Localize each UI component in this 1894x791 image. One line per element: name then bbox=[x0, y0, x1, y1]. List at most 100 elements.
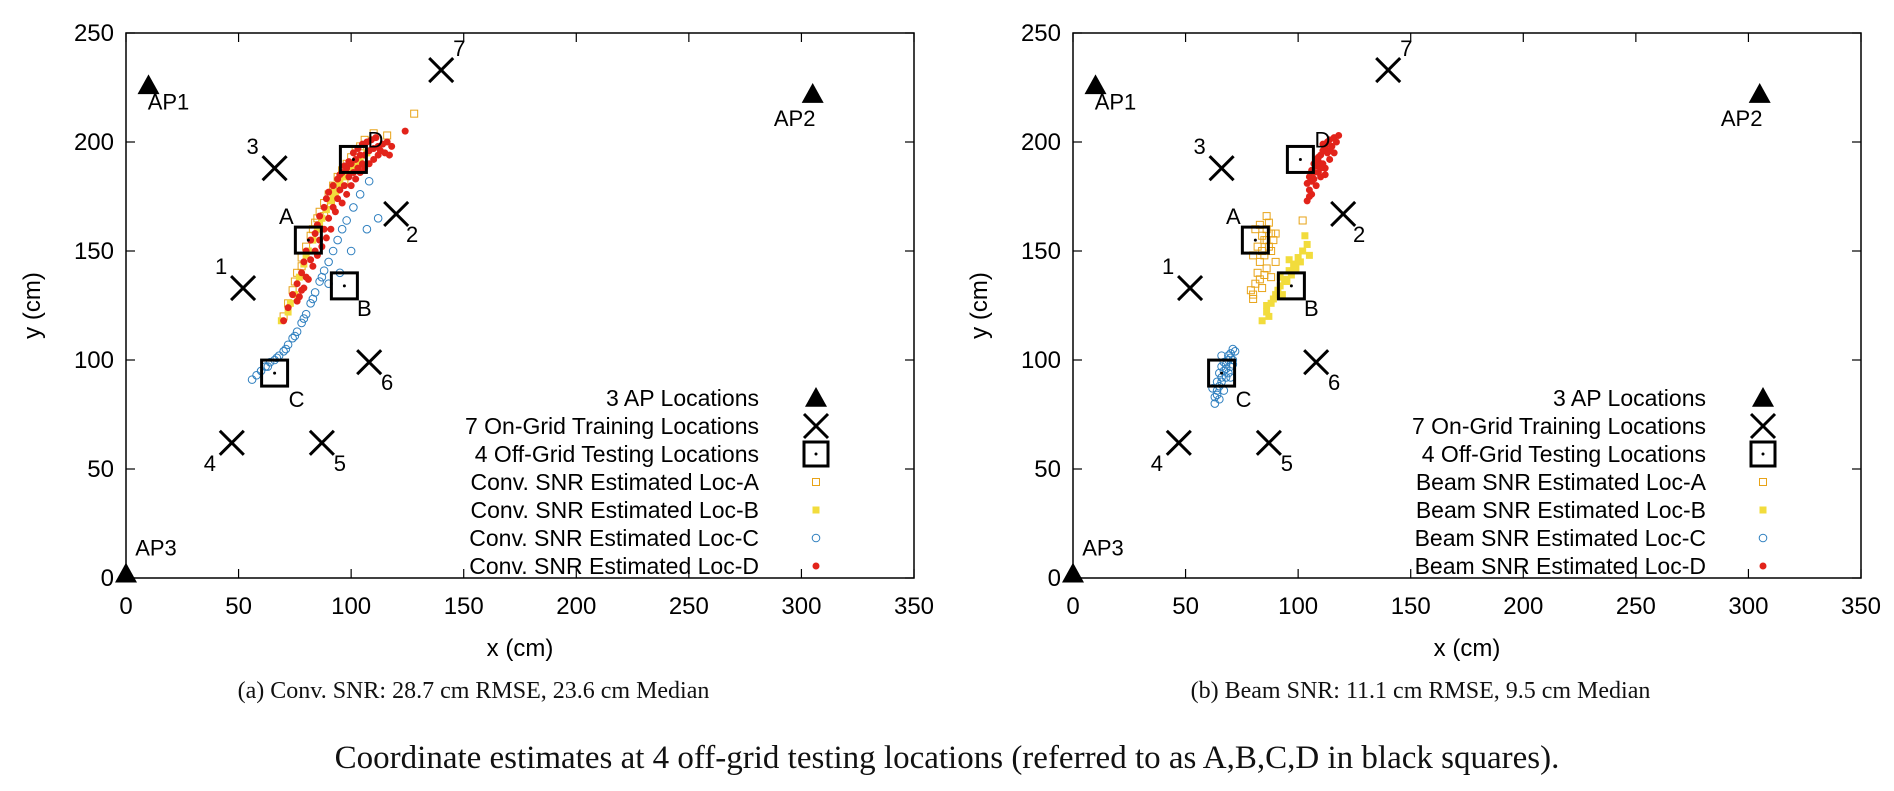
estimate-point-loc-d bbox=[1305, 193, 1313, 200]
estimate-point-loc-c bbox=[274, 351, 284, 360]
estimate-point-loc-d bbox=[1312, 182, 1320, 190]
training-marker bbox=[383, 200, 410, 228]
estimate-point-loc-c bbox=[290, 331, 300, 341]
legend-label: 4 Off-Grid Testing Locations bbox=[475, 441, 759, 467]
estimate-point-loc-d bbox=[1326, 147, 1334, 155]
estimate-point-loc-d bbox=[307, 256, 315, 264]
legend-testing-marker bbox=[1749, 440, 1777, 468]
estimate-point-loc-b bbox=[1296, 258, 1304, 266]
scatter-chart-b: 0 50 100 150 200 250 300 350 0 50 100 150 200 250 x (c… bbox=[966, 20, 1881, 662]
estimate-point-loc-b bbox=[1292, 264, 1300, 272]
estimate-point-loc-a bbox=[1258, 284, 1267, 293]
estimate-point-loc-b bbox=[1301, 232, 1309, 240]
estimate-point-loc-d bbox=[300, 284, 308, 292]
testing-label: C bbox=[1236, 387, 1252, 412]
estimate-point-loc-b bbox=[354, 160, 362, 168]
estimate-point-loc-d bbox=[1303, 179, 1311, 187]
estimate-point-loc-a bbox=[1258, 231, 1267, 240]
legend-label: Beam SNR Estimated Loc-B bbox=[1416, 497, 1706, 523]
testing-label: B bbox=[357, 296, 372, 321]
ap-marker bbox=[137, 74, 160, 95]
estimate-point-loc-a bbox=[1253, 268, 1262, 277]
testing-marker bbox=[1276, 271, 1306, 301]
x-tick-label: 350 bbox=[894, 593, 934, 620]
testing-label: A bbox=[279, 204, 294, 229]
training-marker bbox=[1375, 56, 1402, 84]
legend-estimate-marker bbox=[811, 533, 821, 543]
estimate-point-loc-b bbox=[1267, 299, 1275, 307]
training-marker bbox=[1165, 429, 1192, 456]
estimate-point-loc-a bbox=[1267, 273, 1276, 282]
estimate-point-loc-c bbox=[1217, 377, 1226, 387]
estimate-point-loc-d bbox=[345, 158, 353, 166]
testing-marker bbox=[1207, 358, 1237, 388]
estimate-point-loc-d bbox=[322, 234, 330, 242]
x-tick-label: 300 bbox=[1728, 593, 1768, 620]
estimate-point-loc-c bbox=[252, 370, 261, 380]
estimate-point-loc-c bbox=[349, 203, 358, 212]
estimate-point-loc-b bbox=[1303, 240, 1311, 248]
caption-a: (a) Conv. SNR: 28.7 cm RMSE, 23.6 cm Med… bbox=[237, 678, 710, 704]
training-label: 5 bbox=[334, 451, 346, 476]
testing-label: D bbox=[1314, 127, 1330, 152]
chart-panel-b: 0 50 100 150 200 250 300 350 0 50 100 150 200 250 x (c… bbox=[947, 0, 1894, 720]
testing-marker bbox=[1240, 225, 1270, 255]
legend-ap-marker bbox=[805, 387, 827, 407]
estimate-point-loc-d bbox=[401, 127, 409, 135]
estimate-point-loc-d bbox=[338, 199, 346, 207]
estimate-point-loc-d bbox=[307, 236, 315, 244]
estimate-point-loc-c bbox=[247, 375, 257, 384]
estimate-point-loc-a bbox=[383, 131, 392, 140]
y-axis-label: y (cm) bbox=[19, 272, 46, 339]
estimate-point-loc-b bbox=[1272, 291, 1280, 299]
estimate-point-loc-b bbox=[1263, 308, 1271, 316]
training-label: 5 bbox=[1281, 451, 1293, 476]
estimate-point-loc-a bbox=[1262, 264, 1271, 273]
estimate-point-loc-c bbox=[292, 327, 302, 336]
legend-label: 7 On-Grid Training Locations bbox=[1412, 413, 1706, 439]
testing-marker bbox=[1285, 144, 1315, 174]
estimate-point-loc-b bbox=[1263, 302, 1271, 309]
estimate-point-loc-d bbox=[284, 304, 292, 312]
x-axis-label: x (cm) bbox=[487, 635, 554, 662]
x-tick-label: 100 bbox=[1278, 593, 1318, 620]
estimate-point-loc-d bbox=[298, 269, 306, 277]
x-tick-label: 0 bbox=[119, 593, 132, 620]
series-loc-c bbox=[247, 176, 383, 384]
estimate-point-loc-d bbox=[304, 275, 312, 283]
training-label: 3 bbox=[1193, 134, 1205, 159]
ap-marker bbox=[115, 562, 137, 583]
estimate-point-loc-b bbox=[329, 193, 337, 200]
legend-estimate-marker bbox=[1759, 562, 1767, 570]
y-axis-label: y (cm) bbox=[966, 272, 993, 339]
training-label: 7 bbox=[453, 36, 465, 61]
estimate-point-loc-d bbox=[372, 134, 380, 142]
estimate-point-loc-d bbox=[385, 151, 393, 159]
estimate-point-loc-d bbox=[336, 186, 344, 194]
x-tick-label: 250 bbox=[1616, 593, 1656, 620]
ap-label: AP2 bbox=[774, 106, 816, 131]
estimate-point-loc-a bbox=[1271, 229, 1280, 238]
testing-marker bbox=[329, 271, 359, 301]
estimate-point-loc-c bbox=[1224, 368, 1233, 378]
y-tick-label: 200 bbox=[74, 129, 114, 156]
y-tick-label: 100 bbox=[1021, 347, 1061, 374]
estimate-point-loc-d bbox=[1332, 138, 1340, 146]
y-tick-label: 200 bbox=[1021, 129, 1061, 156]
training-marker bbox=[230, 274, 257, 302]
x-tick-label: 150 bbox=[1391, 593, 1431, 620]
legend-label: 4 Off-Grid Testing Locations bbox=[1422, 441, 1706, 467]
legend-training-marker bbox=[1749, 412, 1777, 440]
plot-frame bbox=[125, 32, 915, 579]
legend-label: Beam SNR Estimated Loc-D bbox=[1415, 553, 1706, 579]
training-label: 6 bbox=[1328, 370, 1340, 395]
estimate-point-loc-c bbox=[1212, 390, 1222, 400]
estimate-point-loc-c bbox=[1221, 373, 1231, 382]
estimate-point-loc-a bbox=[1271, 257, 1280, 266]
scatter-chart-a: 0 50 100 150 200 250 300 350 0 50 100 150 200 250 x (c… bbox=[19, 20, 934, 662]
estimate-point-loc-a bbox=[1249, 294, 1258, 303]
estimate-point-loc-a bbox=[1246, 286, 1255, 295]
series-loc-a bbox=[1246, 212, 1307, 303]
training-marker bbox=[1303, 349, 1330, 376]
